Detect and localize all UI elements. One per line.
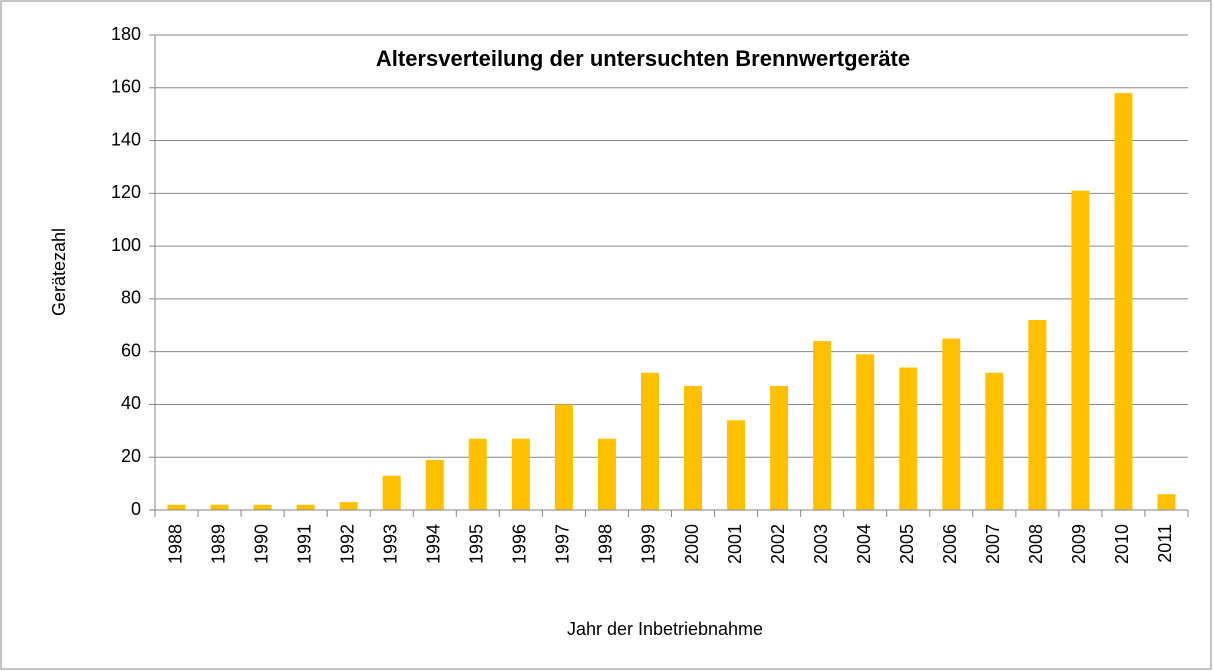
bar <box>1157 494 1176 510</box>
x-tick-label: 1990 <box>251 524 271 564</box>
x-tick-label: 2007 <box>983 524 1003 564</box>
y-tick-label: 40 <box>121 393 141 413</box>
bar <box>167 504 186 510</box>
x-tick-label: 1992 <box>337 524 357 564</box>
bar <box>856 354 875 510</box>
x-tick-label: 1991 <box>294 524 314 564</box>
bar <box>1071 190 1090 510</box>
bar <box>727 420 746 510</box>
x-tick-label: 2001 <box>725 524 745 564</box>
y-tick-label: 20 <box>121 446 141 466</box>
bar <box>942 338 961 510</box>
y-tick-label: 140 <box>111 129 141 149</box>
bar <box>511 438 530 510</box>
x-tick-label: 1995 <box>467 524 487 564</box>
x-tick-label: 1997 <box>553 524 573 564</box>
x-tick-label: 2008 <box>1026 524 1046 564</box>
bar <box>899 367 918 510</box>
bar <box>640 372 659 510</box>
x-tick-label: 2010 <box>1112 524 1132 564</box>
bar <box>813 341 832 510</box>
bar <box>554 404 573 510</box>
x-tick-label: 2009 <box>1069 524 1089 564</box>
x-tick-label: 2004 <box>854 524 874 564</box>
y-tick-label: 120 <box>111 182 141 202</box>
bar <box>253 504 272 510</box>
bar <box>770 385 789 510</box>
x-tick-label: 1989 <box>208 524 228 564</box>
bar <box>339 502 358 510</box>
bar <box>468 438 487 510</box>
y-tick-label: 80 <box>121 288 141 308</box>
x-tick-label: 1998 <box>596 524 616 564</box>
bar <box>382 475 401 510</box>
bar <box>985 372 1004 510</box>
x-tick-label: 2003 <box>811 524 831 564</box>
x-tick-label: 1994 <box>424 524 444 564</box>
bar <box>210 504 229 510</box>
bar <box>1028 320 1047 510</box>
bar <box>296 504 315 510</box>
y-tick-label: 0 <box>131 499 141 519</box>
y-tick-label: 160 <box>111 77 141 97</box>
x-tick-label: 2002 <box>768 524 788 564</box>
bar <box>597 438 616 510</box>
bar <box>425 459 444 510</box>
bar <box>1114 93 1133 511</box>
x-tick-label: 2005 <box>897 524 917 564</box>
x-tick-label: 2011 <box>1155 524 1175 563</box>
x-tick-label: 1999 <box>639 524 659 564</box>
x-tick-label: 1988 <box>165 524 185 564</box>
x-tick-label: 2006 <box>940 524 960 564</box>
y-tick-label: 60 <box>121 340 141 360</box>
y-tick-label: 180 <box>111 24 141 44</box>
bar <box>684 385 703 510</box>
x-tick-label: 2000 <box>682 524 702 564</box>
x-tick-label: 1993 <box>380 524 400 564</box>
x-tick-label: 1996 <box>510 524 530 564</box>
x-axis-label: Jahr der Inbetriebnahme <box>567 619 763 639</box>
chart-title: Altersverteilung der untersuchten Brennw… <box>376 46 910 71</box>
y-axis-label: Gerätezahl <box>49 228 69 316</box>
y-tick-label: 100 <box>111 235 141 255</box>
